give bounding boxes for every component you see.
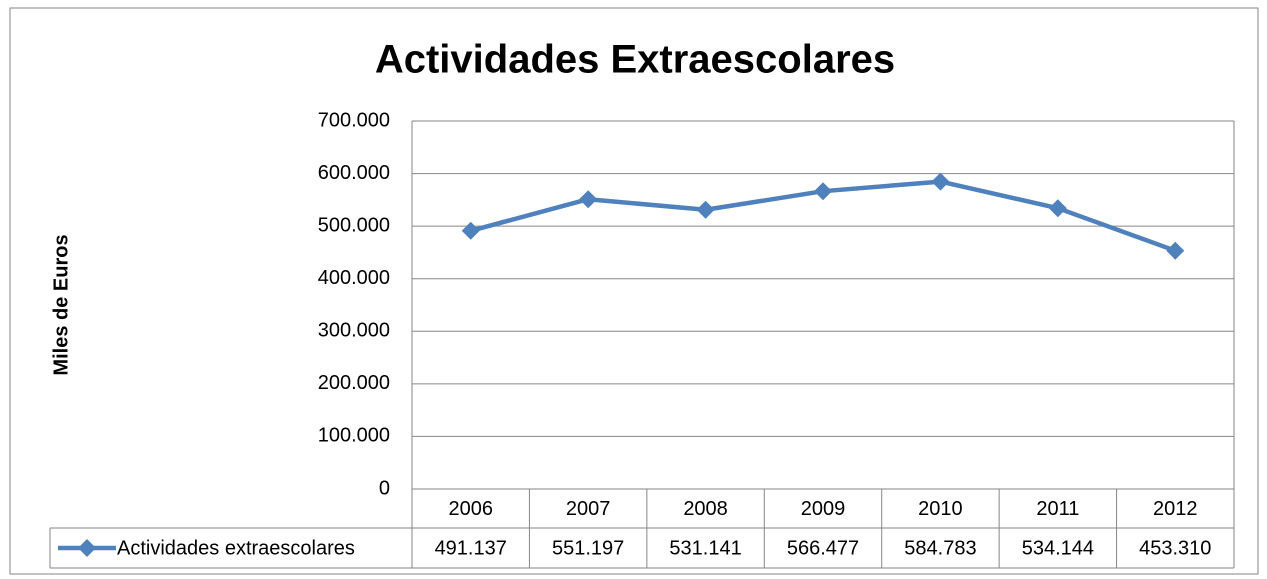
x-tick-label: 2006 [448, 498, 493, 520]
table-value: 531.141 [669, 537, 741, 559]
y-tick-label: 0 [379, 477, 390, 499]
y-tick-label: 600.000 [318, 162, 390, 184]
table-value: 551.197 [552, 537, 624, 559]
x-tick-label: 2007 [566, 498, 611, 520]
table-value: 584.783 [904, 537, 976, 559]
table-value: 453.310 [1139, 537, 1211, 559]
marker [696, 200, 715, 219]
marker [579, 190, 598, 209]
marker [931, 172, 950, 191]
legend-marker [78, 539, 96, 557]
legend-label: Actividades extraescolares [117, 537, 355, 559]
x-tick-label: 2011 [1036, 498, 1079, 520]
y-tick-label: 300.000 [318, 320, 390, 342]
chart-frame [9, 7, 1259, 575]
y-tick-label: 400.000 [318, 267, 390, 289]
table-value: 534.144 [1022, 537, 1094, 559]
chart-title: Actividades Extraescolares [375, 38, 895, 82]
y-tick-label: 500.000 [318, 214, 390, 236]
x-tick-label: 2008 [683, 498, 728, 520]
marker [814, 182, 832, 201]
y-tick-label: 100.000 [318, 425, 390, 447]
marker [461, 221, 480, 240]
x-tick-label: 2012 [1153, 498, 1198, 520]
table-value: 566.477 [787, 537, 859, 559]
y-tick-label: 200.000 [318, 372, 390, 394]
y-axis-label: Miles de Euros [50, 234, 72, 375]
x-tick-label: 2009 [801, 498, 846, 520]
table-value: 491.137 [435, 537, 507, 559]
marker [1048, 199, 1067, 218]
y-tick-label: 700.000 [318, 109, 390, 131]
marker [1166, 241, 1185, 260]
x-tick-label: 2010 [918, 498, 963, 520]
